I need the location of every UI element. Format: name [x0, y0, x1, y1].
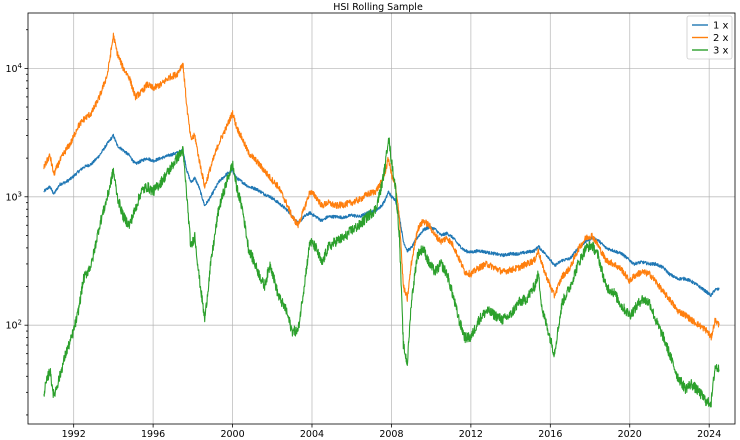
- y-tick-label: 104: [5, 62, 22, 75]
- x-tick-label: 2008: [379, 429, 403, 440]
- x-tick-label: 2020: [618, 429, 642, 440]
- x-tick-label: 2024: [697, 429, 721, 440]
- series-layer: [43, 32, 720, 408]
- legend-label: 3 x: [713, 46, 729, 57]
- x-tick-label: 1992: [62, 429, 86, 440]
- chart-title: HSI Rolling Sample: [333, 2, 423, 13]
- x-axis: 1992 1996 2000 2004 2008 2012 2016 2020 2024: [62, 424, 721, 440]
- x-tick-label: 2016: [538, 429, 562, 440]
- x-tick-label: 1996: [141, 429, 165, 440]
- x-tick-label: 2012: [459, 429, 483, 440]
- legend: 1 x2 x 3 x: [686, 15, 733, 60]
- plot-frame: [27, 12, 736, 425]
- y-tick-label: 102: [5, 319, 22, 332]
- grid: [28, 13, 735, 424]
- legend-box: [686, 15, 733, 60]
- y-tick-label: 103: [5, 190, 22, 203]
- x-tick-label: 2004: [300, 429, 324, 440]
- x-tick-label: 2000: [220, 429, 244, 440]
- legend-label: 1 x: [713, 21, 729, 32]
- series-1x-line: [43, 133, 720, 298]
- series-3x-line: [43, 137, 720, 408]
- y-axis: 102 103 104: [5, 29, 28, 416]
- legend-label: 2 x: [713, 33, 729, 44]
